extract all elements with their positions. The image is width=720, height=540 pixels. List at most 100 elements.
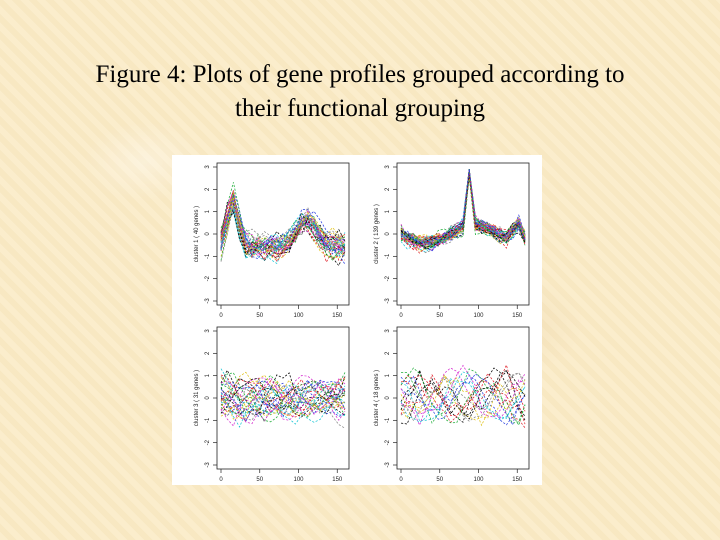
- gene-profile-line: [220, 206, 346, 259]
- y-tick-label: 1: [385, 209, 391, 213]
- gene-profile-line: [400, 374, 526, 427]
- gene-profile-line: [400, 169, 526, 243]
- y-tick-label: 0: [385, 396, 391, 400]
- y-tick-label: 3: [205, 329, 211, 333]
- cluster-plots-figure: -3 -2 -1 0 1 2 3 0 50 100 150 cluster 1 ( 40 genes …: [172, 155, 542, 485]
- gene-profile-line: [400, 380, 526, 429]
- gene-profile-line: [400, 174, 526, 245]
- y-axis-label: cluster 1 ( 40 genes ): [194, 206, 200, 262]
- y-tick-label: 0: [205, 396, 211, 400]
- gene-profile-line: [220, 379, 346, 420]
- y-tick-label: -3: [205, 462, 211, 468]
- gene-profile-line: [400, 169, 526, 242]
- gene-profile-line: [220, 190, 346, 264]
- y-tick-label: -2: [205, 439, 211, 445]
- gene-profile-line: [220, 376, 346, 418]
- gene-profile-line: [220, 196, 346, 253]
- gene-profile-line: [220, 199, 346, 257]
- profiles-group: [220, 182, 346, 267]
- x-tick-label: 0: [219, 477, 223, 483]
- gene-profile-line: [400, 171, 526, 246]
- gene-profile-line: [220, 383, 346, 425]
- gene-profile-line: [400, 169, 526, 251]
- profiles-group: [220, 368, 346, 429]
- x-tick-label: 100: [473, 477, 484, 483]
- slide-title: Figure 4: Plots of gene profiles grouped…: [40, 58, 680, 126]
- x-tick-label: 50: [436, 477, 443, 483]
- gene-profile-line: [400, 374, 526, 421]
- gene-profile-line: [220, 381, 346, 423]
- gene-profile-line: [400, 371, 526, 422]
- y-axis-label: cluster 4 ( 18 genes ): [374, 370, 380, 426]
- gene-profile-line: [400, 173, 526, 248]
- gene-profile-line: [400, 367, 526, 424]
- y-tick-label: -1: [205, 417, 211, 423]
- y-tick-label: -3: [385, 298, 391, 304]
- gene-profile-line: [400, 370, 526, 425]
- cluster-panel-4: -3 -2 -1 0 1 2 3 0 50 100 150 cluster 4 ( 18 genes …: [374, 326, 530, 483]
- gene-profile-line: [220, 204, 346, 254]
- x-tick-label: 150: [332, 313, 343, 319]
- gene-profile-line: [220, 198, 346, 251]
- gene-profile-line: [220, 377, 346, 411]
- x-tick-label: 0: [219, 313, 223, 319]
- cluster-panel-2: -3 -2 -1 0 1 2 3 0 50 100 150 cluster 2 ( 139 genes…: [374, 162, 530, 319]
- y-axis-label: cluster 2 ( 139 genes ): [374, 204, 380, 264]
- y-tick-label: 1: [385, 373, 391, 377]
- gene-profile-line: [400, 169, 526, 245]
- y-tick-label: 0: [385, 232, 391, 236]
- gene-profile-line: [400, 169, 526, 244]
- gene-profile-line: [220, 384, 346, 423]
- y-tick-label: -2: [385, 275, 391, 281]
- gene-profile-line: [400, 169, 526, 246]
- gene-profile-line: [220, 209, 346, 259]
- y-tick-label: 3: [385, 329, 391, 333]
- gene-profile-line: [220, 387, 346, 417]
- cluster-panel-1: -3 -2 -1 0 1 2 3 0 50 100 150 cluster 1 ( 40 genes …: [194, 162, 350, 319]
- x-tick-label: 100: [293, 313, 304, 319]
- y-tick-label: 1: [205, 209, 211, 213]
- gene-profile-line: [220, 191, 346, 256]
- gene-profile-line: [220, 371, 346, 417]
- gene-profile-line: [400, 169, 526, 249]
- gene-profile-line: [400, 368, 526, 421]
- profiles-group: [400, 169, 526, 254]
- gene-profile-line: [400, 375, 526, 426]
- gene-profile-line: [400, 364, 526, 427]
- gene-profile-line: [400, 372, 526, 422]
- y-tick-label: 2: [205, 187, 211, 191]
- x-tick-label: 100: [293, 477, 304, 483]
- y-tick-label: -1: [385, 417, 391, 423]
- gene-profile-line: [220, 368, 346, 415]
- gene-profile-line: [220, 195, 346, 260]
- y-tick-label: 2: [385, 351, 391, 355]
- x-tick-label: 0: [399, 477, 403, 483]
- gene-profile-line: [220, 387, 346, 417]
- x-tick-label: 150: [512, 477, 523, 483]
- x-tick-label: 100: [473, 313, 484, 319]
- y-tick-label: -1: [205, 253, 211, 259]
- profiles-group: [400, 363, 526, 429]
- y-tick-label: 3: [205, 165, 211, 169]
- y-tick-label: -2: [205, 275, 211, 281]
- y-tick-label: 0: [205, 232, 211, 236]
- gene-profile-line: [400, 372, 526, 425]
- plot-frame: [396, 326, 530, 470]
- y-tick-label: 2: [205, 351, 211, 355]
- gene-profile-line: [400, 174, 526, 250]
- cluster-panel-3: -3 -2 -1 0 1 2 3 0 50 100 150 cluster 3 ( 31 genes …: [194, 326, 350, 483]
- title-line-1: Figure 4: Plots of gene profiles grouped…: [95, 61, 625, 88]
- gene-profile-line: [400, 373, 526, 426]
- x-tick-label: 150: [332, 477, 343, 483]
- gene-profile-line: [220, 194, 346, 261]
- y-tick-label: 1: [205, 373, 211, 377]
- gene-profile-line: [220, 372, 346, 416]
- gene-profile-line: [220, 200, 346, 261]
- gene-profile-line: [220, 379, 346, 418]
- gene-profile-line: [400, 372, 526, 422]
- gene-profile-line: [220, 374, 346, 417]
- gene-profile-line: [220, 197, 346, 255]
- title-line-2: their functional grouping: [235, 95, 485, 122]
- gene-profile-line: [220, 208, 346, 256]
- gene-profile-line: [220, 195, 346, 260]
